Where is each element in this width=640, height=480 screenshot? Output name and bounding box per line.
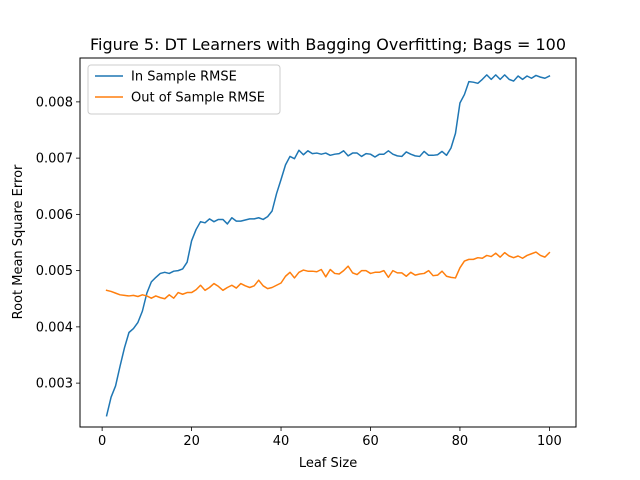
x-tick-label: 0: [98, 434, 106, 449]
legend: In Sample RMSE Out of Sample RMSE: [87, 64, 281, 115]
x-tick-label: 20: [183, 434, 200, 449]
y-tick-label: 0.003: [36, 377, 73, 392]
y-tick-label: 0.006: [36, 208, 73, 223]
x-axis: 0 20 40 60 80 100: [98, 427, 562, 449]
plot-area: [105, 74, 551, 417]
x-tick-label: 60: [362, 434, 379, 449]
legend-box: [87, 64, 281, 115]
chart-title: Figure 5: DT Learners with Bagging Overf…: [90, 35, 566, 54]
y-tick-label: 0.004: [36, 320, 73, 335]
legend-label: Out of Sample RMSE: [131, 91, 265, 106]
x-tick-label: 100: [537, 434, 562, 449]
series-line-in-sample: [105, 74, 551, 417]
x-tick-label: 40: [273, 434, 290, 449]
y-axis: 0.003 0.004 0.005 0.006 0.007 0.008: [36, 95, 80, 392]
y-tick-label: 0.008: [36, 95, 73, 110]
x-tick-label: 80: [452, 434, 469, 449]
y-tick-label: 0.007: [36, 152, 73, 167]
series-line-out-of-sample: [105, 251, 551, 300]
x-axis-label: Leaf Size: [299, 456, 357, 471]
y-axis-label: Root Mean Square Error: [11, 164, 26, 319]
y-tick-label: 0.005: [36, 264, 73, 279]
axes-frame: [79, 57, 577, 428]
legend-label: In Sample RMSE: [131, 70, 237, 85]
